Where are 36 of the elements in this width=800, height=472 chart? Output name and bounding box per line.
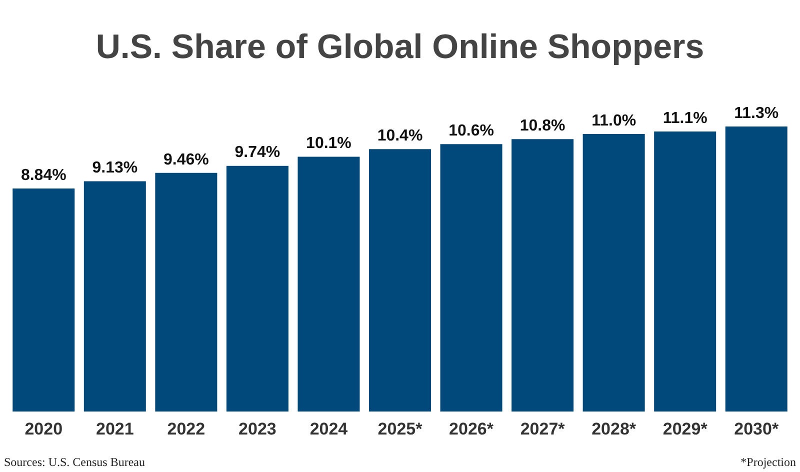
x-tick-label: 2022 (167, 419, 206, 438)
x-tick-label: 2024 (310, 419, 348, 438)
x-tick-label: 2030* (734, 419, 779, 438)
data-label: 10.1% (306, 135, 352, 152)
bar (84, 181, 146, 412)
data-label: 9.46% (163, 151, 209, 168)
bar (725, 126, 788, 412)
data-label: 10.6% (448, 122, 494, 140)
source-note: Sources: U.S. Census Bureau (4, 455, 145, 469)
x-tick-label: 2023 (238, 419, 276, 438)
x-tick-label: 2021 (96, 419, 134, 438)
data-label: 10.8% (520, 117, 566, 134)
data-label: 8.84% (20, 166, 66, 184)
text: *Projection (740, 455, 796, 469)
bar (368, 149, 432, 412)
bar (226, 166, 288, 412)
bar (654, 132, 716, 412)
x-tick-label: 2027* (520, 419, 566, 438)
data-label: 11.1% (662, 110, 708, 127)
chart-title: U.S. Share of Global Online Shoppers (96, 28, 704, 66)
bar (440, 144, 502, 412)
bar (12, 188, 75, 412)
x-tick-label: 2028* (592, 419, 636, 438)
bar (512, 139, 574, 412)
bar (155, 172, 218, 412)
data-label: 10.4% (377, 128, 423, 145)
data-label: 9.13% (92, 160, 138, 177)
x-tick-label: 2020 (24, 419, 63, 438)
bar (582, 134, 645, 412)
data-label: 9.74% (234, 144, 280, 162)
bar (298, 156, 360, 412)
x-tick-label: 2029* (662, 419, 708, 438)
x-tick-label: 2026* (449, 419, 494, 438)
data-label: 11.3% (734, 104, 779, 122)
x-tick-label: 2025* (378, 419, 423, 438)
data-label: 11.0% (592, 112, 636, 130)
